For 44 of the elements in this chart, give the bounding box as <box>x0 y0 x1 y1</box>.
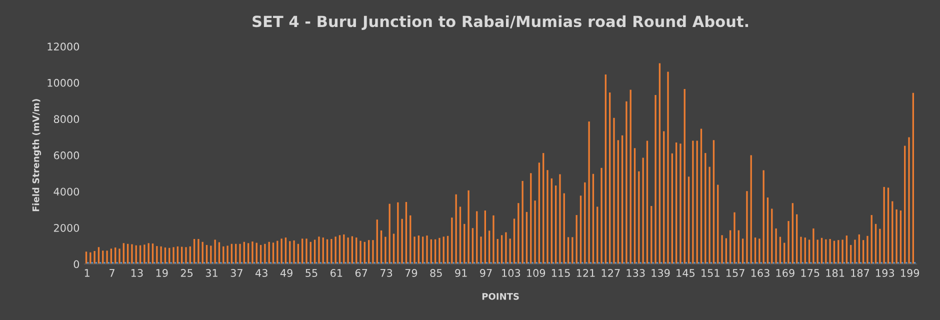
x-tick-label: 67 <box>355 269 368 277</box>
y-tick-label: 10000 <box>48 78 80 87</box>
x-tick-label: 73 <box>380 269 392 277</box>
x-tick-label: 37 <box>230 269 242 277</box>
x-tick-label: 187 <box>851 269 870 277</box>
x-tick-label: 163 <box>751 269 770 277</box>
x-tick-label: 91 <box>455 269 467 277</box>
x-tick-label: 49 <box>280 269 292 277</box>
x-tick-label: 145 <box>676 269 694 277</box>
x-tick-label: 97 <box>480 269 492 277</box>
x-tick-label: 133 <box>626 269 645 277</box>
x-tick-label: 115 <box>552 269 570 277</box>
y-tick-label: 0 <box>74 260 80 268</box>
chart-title: SET 4 - Buru Junction to Rabai/Mumias road Round About. <box>252 15 748 30</box>
y-tick-label: 2000 <box>54 224 80 232</box>
x-axis-title: POINTS <box>482 292 519 300</box>
y-tick-label: 4000 <box>54 188 80 196</box>
x-tick-label: 169 <box>776 269 794 277</box>
x-tick-label: 25 <box>180 269 193 277</box>
y-axis-title: Field Strength (mV/m) <box>32 99 42 212</box>
x-tick-label: 199 <box>901 269 920 277</box>
x-tick-label: 181 <box>826 269 844 277</box>
x-tick-label: 43 <box>256 269 268 277</box>
x-tick-label: 7 <box>110 269 114 277</box>
x-tick-label: 121 <box>576 269 595 277</box>
x-tick-label: 19 <box>156 269 168 277</box>
x-tick-label: 103 <box>502 269 520 277</box>
x-tick-label: 193 <box>876 269 894 277</box>
y-tick-label: 8000 <box>54 115 80 124</box>
y-tick-label: 12000 <box>48 42 80 51</box>
x-tick-label: 151 <box>702 269 720 277</box>
x-tick-label: 1 <box>84 269 90 277</box>
x-tick-label: 139 <box>652 269 670 277</box>
x-tick-label: 13 <box>131 269 143 277</box>
x-tick-label: 79 <box>405 269 418 277</box>
x-tick-label: 55 <box>306 269 318 277</box>
x-tick-label: 157 <box>726 269 744 277</box>
x-tick-label: 85 <box>430 269 442 277</box>
x-tick-label: 61 <box>330 269 342 277</box>
y-tick-label: 6000 <box>54 151 80 160</box>
x-tick-label: 175 <box>801 269 820 277</box>
x-tick-label: 109 <box>527 269 546 277</box>
x-tick-label: 127 <box>602 269 620 277</box>
x-tick-label: 31 <box>206 269 218 277</box>
